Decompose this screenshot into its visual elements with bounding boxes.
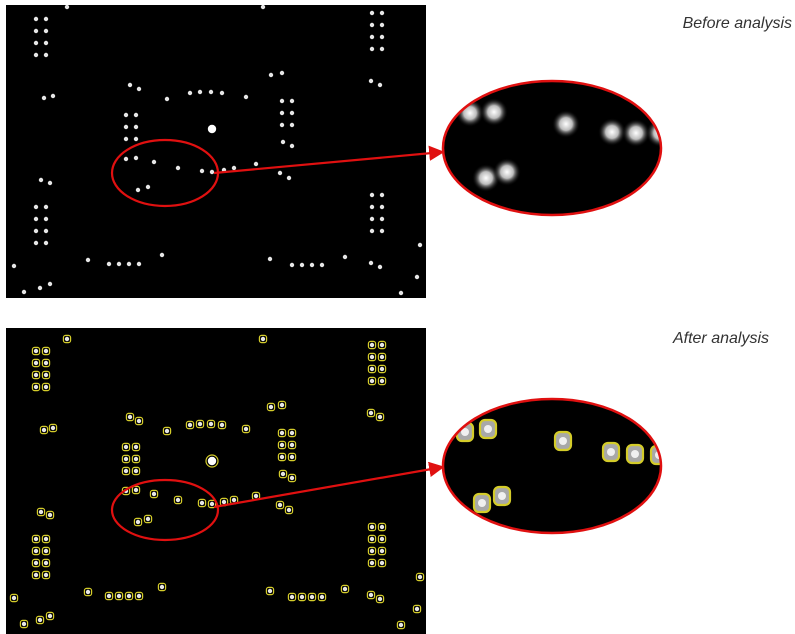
- caption-before-analysis: Before analysis: [682, 15, 792, 32]
- zoom-callout-after: [110, 397, 663, 542]
- zoom-arrow-after: [213, 461, 445, 509]
- zoom-arrow-before: [213, 145, 445, 175]
- highlight-ellipse-after: [110, 478, 220, 542]
- zoom-inset-after: [443, 399, 661, 533]
- zoom-inset-before: [443, 81, 661, 215]
- caption-after-analysis: After analysis: [672, 330, 769, 347]
- image-after-analysis: [6, 328, 426, 634]
- zoom-inset-border-before: [441, 79, 663, 217]
- highlight-ellipse-before: [110, 138, 220, 208]
- zoom-callout-before: [110, 79, 663, 217]
- image-before-analysis: [6, 5, 426, 298]
- zoom-inset-border-after: [441, 397, 663, 535]
